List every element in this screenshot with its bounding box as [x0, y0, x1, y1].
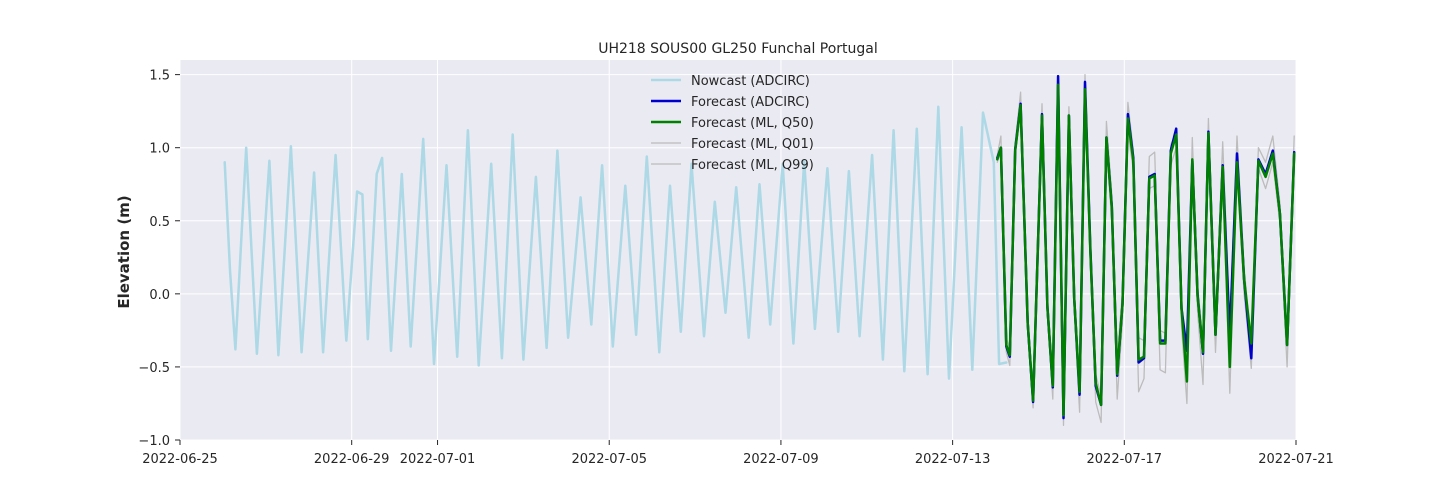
x-tick-label: 2022-07-21 [1258, 452, 1334, 467]
x-tick-label: 2022-07-09 [743, 452, 819, 467]
legend-label: Forecast (ML, Q99) [691, 158, 814, 173]
x-axis-ticks: 2022-06-25 2022-06-29 2022-07-01 2022-07-05… [142, 440, 1334, 467]
y-tick-label: 0.5 [149, 215, 170, 230]
plot-area [180, 60, 1296, 440]
y-axis-ticks: −1.0 −0.5 0.0 0.5 1.0 1.5 [138, 69, 180, 449]
legend-label: Nowcast (ADCIRC) [691, 74, 810, 89]
legend: Nowcast (ADCIRC) Forecast (ADCIRC) Forecas… [651, 74, 814, 173]
legend-label: Forecast (ML, Q50) [691, 116, 814, 131]
x-tick-label: 2022-07-17 [1087, 452, 1163, 467]
y-tick-label: 1.5 [149, 69, 170, 84]
x-tick-label: 2022-07-05 [571, 452, 647, 467]
y-axis-label: Elevation (m) [115, 195, 133, 308]
y-tick-label: −1.0 [138, 434, 170, 449]
series-line-nowcast-adcirc [223, 105, 1008, 380]
legend-label: Forecast (ML, Q01) [691, 137, 814, 152]
x-tick-label: 2022-07-13 [915, 452, 991, 467]
chart-title: UH218 SOUS00 GL250 Funchal Portugal [598, 41, 878, 57]
y-tick-label: −0.5 [138, 361, 170, 376]
series-line-forecast-ml-q50 [996, 83, 1296, 417]
series-lines [223, 73, 1296, 427]
x-tick-label: 2022-06-29 [314, 452, 390, 467]
x-tick-label: 2022-06-25 [142, 452, 218, 467]
y-tick-label: 1.0 [149, 142, 170, 157]
y-tick-label: 0.0 [149, 288, 170, 303]
x-tick-label: 2022-07-01 [400, 452, 476, 467]
legend-label: Forecast (ADCIRC) [691, 95, 810, 110]
